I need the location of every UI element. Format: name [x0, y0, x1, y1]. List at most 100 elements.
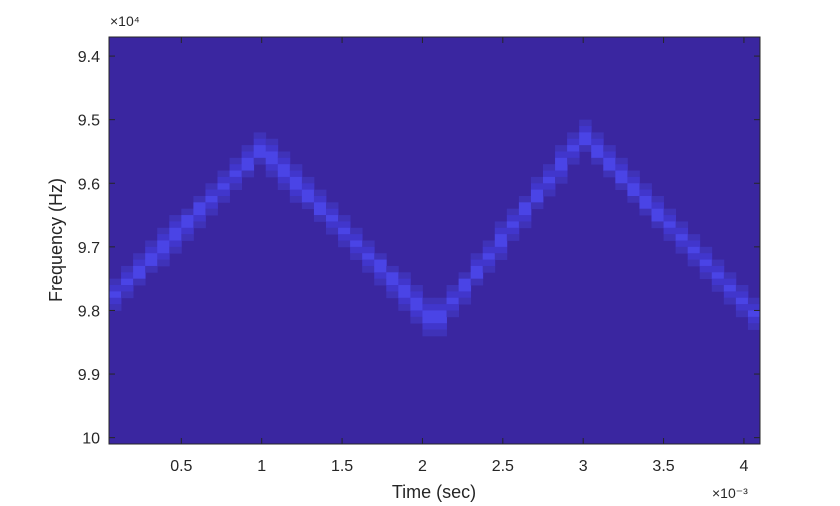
x-tick-label: 2.5: [492, 458, 514, 475]
heatmap-cell: [723, 272, 737, 280]
heatmap-cell: [313, 189, 327, 197]
heatmap-cell: [579, 126, 592, 133]
heatmap-cell: [398, 272, 411, 280]
heatmap-cell: [241, 157, 255, 165]
y-tick-label: 9.5: [78, 113, 100, 130]
heatmap-cell: [338, 215, 351, 222]
heatmap-cell: [627, 170, 640, 178]
heatmap-cell: [699, 253, 713, 260]
heatmap-cell: [181, 227, 194, 235]
heatmap-cell: [374, 278, 387, 286]
heatmap-cell: [265, 138, 279, 146]
heatmap-cell: [518, 208, 532, 216]
heatmap-cell: [555, 170, 568, 178]
heatmap-cell: [699, 265, 713, 273]
heatmap-cell: [711, 259, 725, 267]
heatmap-cell: [253, 132, 267, 140]
heatmap-cell: [313, 208, 327, 216]
heatmap-cell: [205, 208, 218, 216]
heatmap-cell: [591, 132, 604, 140]
heatmap-cell: [398, 285, 411, 292]
heatmap-cell: [338, 240, 351, 248]
heatmap-cell: [109, 297, 122, 305]
heatmap-cell: [518, 202, 532, 210]
heatmap-cell: [699, 272, 713, 280]
heatmap-cell: [543, 183, 556, 191]
heatmap-cell: [193, 215, 206, 222]
heatmap-cell: [639, 208, 652, 216]
heatmap-cell: [362, 265, 375, 273]
heatmap-cell: [711, 285, 725, 292]
heatmap-cell: [615, 183, 628, 191]
heatmap-cell: [374, 272, 387, 280]
heatmap-cell: [422, 310, 435, 318]
heatmap-cell: [241, 170, 255, 178]
heatmap-cell: [350, 253, 363, 260]
heatmap-cell: [193, 208, 206, 216]
heatmap-cell: [350, 234, 363, 241]
heatmap-cell: [398, 278, 411, 286]
heatmap-cell: [687, 246, 701, 254]
heatmap-cell: [603, 164, 616, 171]
heatmap-cell: [446, 310, 460, 318]
heatmap-cell: [651, 208, 664, 216]
heatmap-cell: [723, 291, 737, 299]
heatmap-cell: [506, 234, 520, 241]
heatmap-cell: [181, 208, 194, 216]
heatmap-cell: [289, 176, 303, 184]
heatmap-cell: [494, 227, 508, 235]
heatmap-cell: [735, 304, 749, 311]
heatmap-cell: [181, 234, 194, 241]
heatmap-cell: [747, 310, 761, 318]
heatmap-cell: [530, 202, 544, 210]
heatmap-cell: [675, 234, 689, 241]
heatmap-cell: [579, 138, 592, 146]
heatmap-cell: [386, 272, 399, 280]
heatmap-cell: [229, 170, 243, 178]
heatmap-cell: [326, 202, 339, 210]
heatmap-cell: [157, 246, 170, 254]
heatmap-cell: [338, 234, 351, 241]
heatmap-cell: [422, 323, 435, 330]
heatmap-cell: [145, 246, 158, 254]
plot-area: [108, 36, 761, 445]
heatmap-cell: [470, 253, 484, 260]
heatmap-cell: [109, 285, 122, 292]
heatmap-cell: [217, 189, 230, 197]
heatmap-cell: [362, 253, 375, 260]
heatmap-cell: [494, 234, 508, 241]
heatmap-cell: [205, 195, 218, 203]
heatmap-cell: [555, 145, 568, 152]
heatmap-cell: [591, 157, 604, 165]
heatmap-cell: [109, 291, 122, 299]
heatmap-cell: [386, 265, 399, 273]
heatmap-cell: [217, 195, 230, 203]
heatmap-cell: [398, 297, 411, 305]
heatmap-cell: [663, 234, 677, 241]
heatmap-cell: [326, 227, 339, 235]
y-tick-label: 9.7: [78, 240, 100, 257]
heatmap-cell: [567, 132, 580, 140]
heatmap-cell: [145, 265, 158, 273]
heatmap-cell: [133, 278, 146, 286]
heatmap-cell: [543, 170, 556, 178]
heatmap-cell: [735, 285, 749, 292]
heatmap-cells: [109, 119, 761, 337]
heatmap-cell: [289, 164, 303, 171]
heatmap-cell: [434, 316, 447, 324]
heatmap-cell: [434, 304, 447, 311]
heatmap-cell: [675, 227, 689, 235]
y-axis-ticks: 9.4 9.5 9.6 9.7 9.8 9.9 10: [78, 49, 760, 448]
heatmap-cell: [494, 246, 508, 254]
heatmap-cell: [494, 240, 508, 248]
heatmap-cell: [735, 291, 749, 299]
heatmap-cell: [241, 151, 255, 159]
heatmap-cell: [181, 215, 194, 222]
heatmap-cell: [555, 151, 568, 159]
heatmap-cell: [687, 259, 701, 267]
heatmap-cell: [289, 170, 303, 178]
heatmap-cell: [723, 297, 737, 305]
heatmap-cell: [470, 265, 484, 273]
y-tick-label: 10: [82, 431, 100, 448]
heatmap-cell: [374, 265, 387, 273]
